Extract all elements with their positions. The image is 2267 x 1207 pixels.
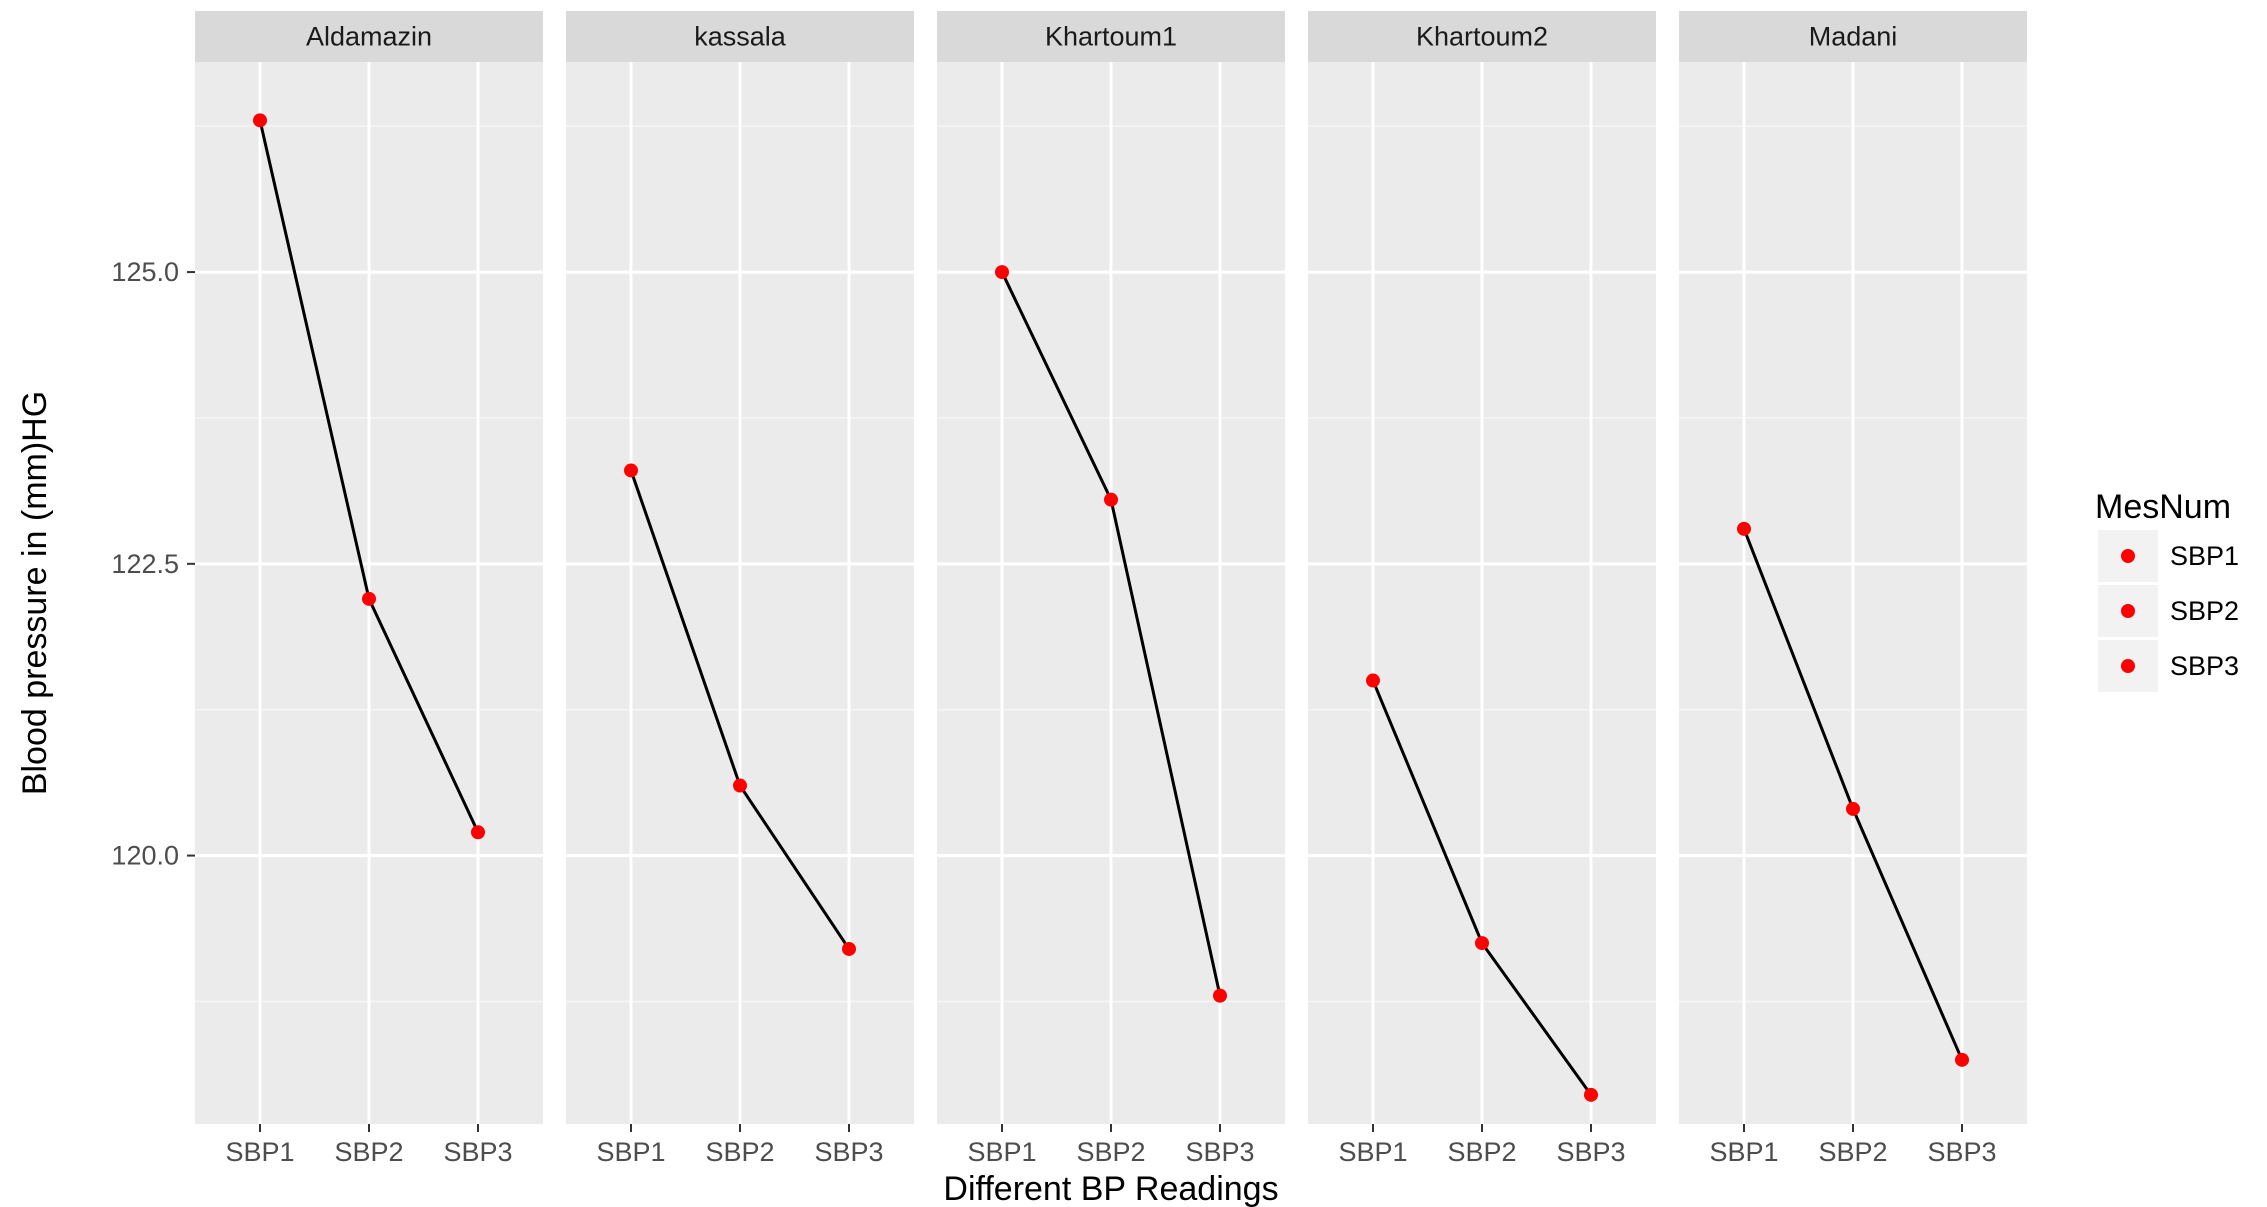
x-tick-label: SBP2 [1076,1137,1145,1167]
legend-point [2121,659,2135,673]
x-tick-label: SBP3 [814,1137,883,1167]
x-tick-label: SBP1 [967,1137,1036,1167]
x-tick-label: SBP1 [596,1137,665,1167]
y-tick-label: 125.0 [111,257,179,287]
legend-point [2121,604,2135,618]
x-tick-label: SBP1 [225,1137,294,1167]
data-point [253,113,267,128]
data-point [995,265,1009,280]
strip-background [566,11,914,62]
data-point [733,778,747,793]
strip-label: Aldamazin [306,22,432,52]
data-point [842,941,856,956]
legend-label: SBP3 [2170,651,2239,681]
x-tick-label: SBP2 [1447,1137,1516,1167]
strip-label: Khartoum1 [1045,22,1177,52]
strip-label: kassala [694,22,787,52]
data-point [1475,936,1489,951]
x-tick-label: SBP3 [1556,1137,1625,1167]
legend-point [2121,549,2135,563]
x-tick-label: SBP3 [1927,1137,1996,1167]
data-point [362,591,376,606]
x-tick-label: SBP2 [1818,1137,1887,1167]
x-tick-label: SBP2 [705,1137,774,1167]
data-point [1213,988,1227,1003]
legend-title: MesNum [2095,488,2231,526]
data-point [1584,1087,1598,1102]
legend: MesNum SBP1 SBP2 SBP3 [2095,488,2239,692]
legend-label: SBP2 [2170,596,2239,626]
strip-background [1308,11,1656,62]
strip-background [1679,11,2027,62]
panel-0: Aldamazin SBP1 SBP2 SBP3 [195,11,543,1167]
strip-background [937,11,1285,62]
strip-label: Madani [1809,22,1898,52]
data-point [1366,673,1380,688]
y-tick-label: 120.0 [111,841,179,871]
legend-label: SBP1 [2170,541,2239,571]
strip-background [195,11,543,62]
y-tick-label: 122.5 [111,549,179,579]
panel-1: kassala SBP1 SBP2 SBP3 [566,11,914,1167]
x-axis-title: Different BP Readings [943,1170,1278,1207]
data-point [1955,1052,1969,1067]
panel-4: Madani SBP1 SBP2 SBP3 [1679,11,2027,1167]
x-tick-label: SBP1 [1338,1137,1407,1167]
data-point [624,463,638,478]
data-point [471,825,485,840]
y-axis-title: Blood pressure in (mm)HG [16,391,54,795]
data-point [1846,801,1860,816]
strip-label: Khartoum2 [1416,22,1548,52]
x-tick-label: SBP3 [1185,1137,1254,1167]
x-tick-label: SBP1 [1709,1137,1778,1167]
data-point [1104,492,1118,507]
panel-2: Khartoum1 SBP1 SBP2 SBP3 [937,11,1285,1167]
panel-3: Khartoum2 SBP1 SBP2 SBP3 [1308,11,1656,1167]
x-tick-label: SBP2 [334,1137,403,1167]
x-tick-label: SBP3 [443,1137,512,1167]
data-point [1737,521,1751,536]
